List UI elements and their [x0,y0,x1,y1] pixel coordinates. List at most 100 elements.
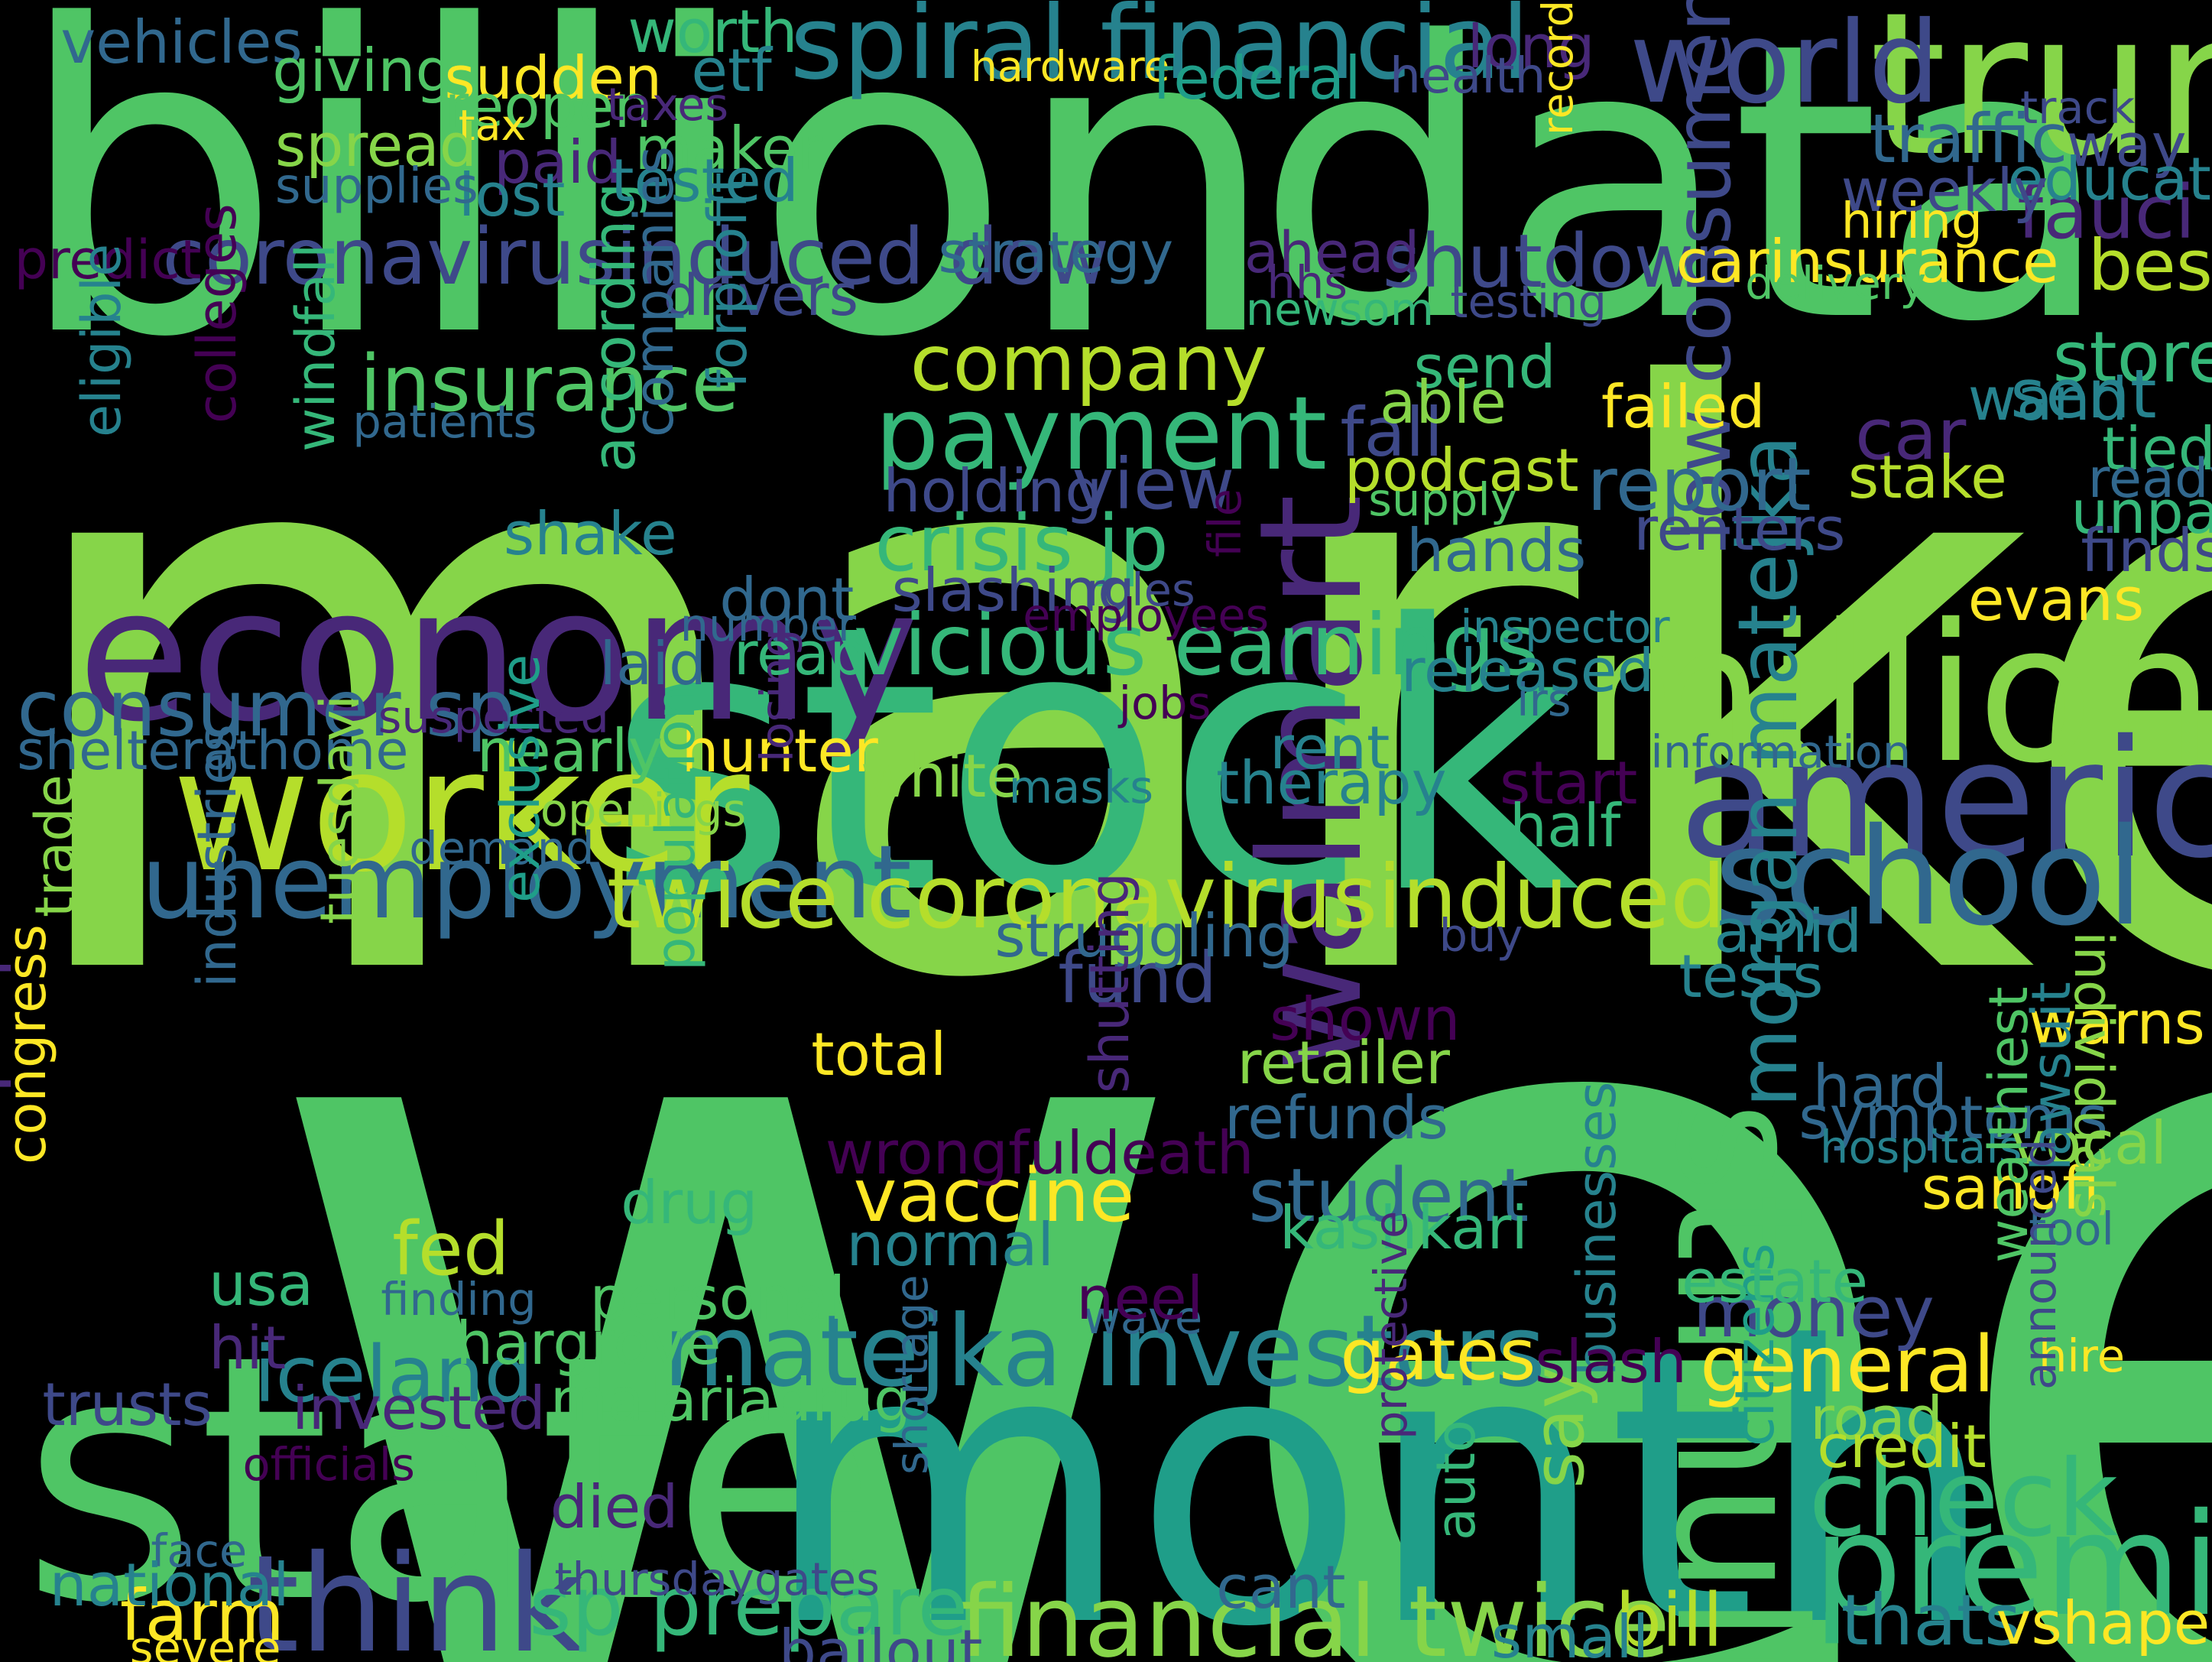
cloud-word: reap [733,619,868,689]
cloud-word: severe [129,1621,281,1662]
cloud-word: thats [1841,1578,2022,1661]
cloud-word: therapy [1215,749,1447,819]
cloud-word: employees [1023,589,1270,642]
cloud-word: died [550,1473,679,1543]
cloud-word: education [2007,145,2212,215]
cloud-word: population [644,685,707,971]
cloud-word: demand [409,821,595,875]
cloud-word: hunter [681,716,878,786]
cloud-word: shake [503,499,677,569]
cloud-word: podcast [1344,436,1579,505]
cloud-word: spread [274,112,477,181]
cloud-word: tests [1678,943,1824,1012]
cloud-word: hhs [1267,255,1348,309]
cloud-word: forprofit [696,171,760,388]
cloud-word: general [1700,1319,1995,1410]
cloud-word: thursdaygates [554,1552,880,1605]
cloud-word: losing [751,628,804,762]
cloud-word: economy [77,548,920,763]
cloud-word: hardware [970,42,1170,92]
cloud-word: week [246,651,2212,1662]
cloud-word: insurance [359,339,739,430]
cloud-word: weekly [1841,157,2048,226]
cloud-word: nearly [476,716,663,786]
cloud-word: sudden [444,44,663,113]
cloud-word: farm [119,1574,285,1657]
cloud-word: congress [0,924,58,1164]
cloud-word: unpaid [2071,479,2212,548]
cloud-word: failed [1601,372,1766,442]
cloud-word: national [49,1550,290,1620]
cloud-word: start [1499,749,1638,819]
cloud-word: crisis jp [874,498,1169,589]
cloud-word: spiral financial [790,0,1530,102]
cloud-word: iceland [254,1329,534,1420]
cloud-word: worker [172,712,750,910]
cloud-word: money [1692,1271,1935,1354]
cloud-word: strategy [938,220,1174,287]
cloud-word: gates [1340,1313,1536,1396]
cloud-word: neel [1076,1264,1204,1334]
cloud-word: shortage [884,1274,938,1475]
cloud-word: industries [186,724,249,988]
cloud-word: student [1248,1153,1529,1239]
cloud-word: able [1380,368,1507,438]
cloud-word: trusts [42,1370,212,1440]
cloud-word: hargrove [456,1310,722,1379]
cloud-word: tested [611,147,799,216]
cloud-word: wave [1083,1291,1203,1345]
cloud-word: invested [292,1375,546,1444]
cloud-word: kashkari [1280,1193,1528,1263]
cloud-word: normal [846,1210,1054,1280]
cloud-word: hard [1812,1053,1948,1122]
cloud-word: sent [2010,355,2157,434]
cloud-word: supply [1368,472,1517,526]
cloud-word: vocal [2010,1109,2167,1179]
cloud-word: symptoms [1798,1083,2108,1153]
cloud-word: american [1678,706,2212,895]
cloud-word: buy [1438,909,1523,962]
cloud-word: newsom [1245,282,1435,336]
cloud-word: track [2019,80,2136,134]
cloud-word: delivery [1745,257,1927,310]
cloud-word: masks [1008,761,1154,814]
cloud-word: small [1490,1603,1649,1662]
cloud-word: car [1855,393,1967,476]
cloud-word: bill [1615,1577,1724,1662]
cloud-word: unemployment [141,823,912,942]
cloud-word: billion [14,0,1280,430]
cloud-word: send [1413,333,1556,402]
cloud-word: total [811,1020,947,1089]
cloud-word: wand [1967,365,2128,435]
cloud-word: hands [1406,516,1587,586]
cloud-word: white [860,742,1023,812]
cloud-word: worth [628,0,798,67]
cloud-word: shutdown [1382,219,1740,305]
cloud-word: laid [599,629,707,699]
cloud-word: inspector [1460,599,1670,653]
cloud-word: stake [1847,443,2007,512]
cloud-word: world [1629,0,1941,129]
cloud-word: released [1400,636,1655,706]
cloud-word: ahead [1244,220,1420,287]
cloud-word: fall [1340,393,1444,472]
cloud-word: openings [540,783,747,836]
cloud-word: stock [606,547,1581,975]
cloud-word: coronavirusinduced dow [162,212,1110,303]
cloud-word: suspected [378,690,609,744]
cloud-word: information [1650,726,1912,779]
cloud-word: federal [1152,44,1361,113]
cloud-word: evans [1967,566,2145,635]
cloud-word: finds [2081,516,2212,586]
cloud-word: amid [1714,898,1863,967]
cloud-word: check [1808,1436,2119,1560]
cloud-word: jobs [1118,676,1211,729]
cloud-word: bailout [778,1617,983,1662]
cloud-word: roles [1086,563,1195,616]
cloud-word: sanofi [1921,1154,2100,1224]
cloud-word: company [910,317,1268,408]
cloud-word: matejka investors [663,1294,1546,1409]
cloud-word: traffic [1869,99,2068,179]
cloud-word: ready [2087,446,2212,510]
